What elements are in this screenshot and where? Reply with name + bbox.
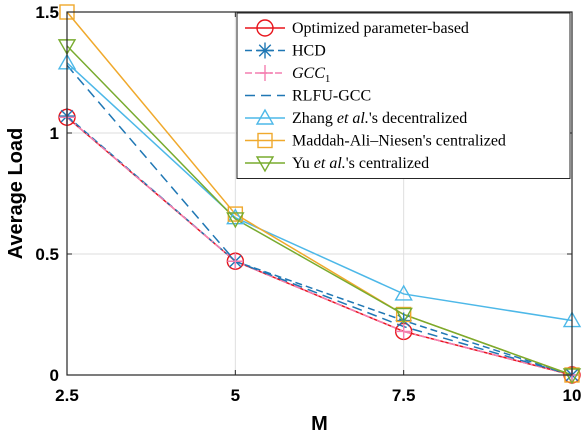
y-axis-label: Average Load (5, 128, 27, 260)
y-tick-label: 1 (50, 124, 59, 143)
y-tick-label: 1.5 (35, 3, 59, 22)
data-point-gcc1 (227, 253, 244, 270)
data-point-zhang-et-al-s-decentralized (394, 284, 413, 301)
x-tick-label: 2.5 (55, 386, 79, 405)
legend: Optimized parameter-based HCD GCC1 RLFU-GCC… (236, 12, 571, 179)
legend-marker (255, 156, 275, 173)
x-tick-label: 5 (231, 386, 240, 405)
data-point-gcc1 (395, 323, 412, 340)
series-line-gcc1 (66, 116, 573, 376)
legend-marker (256, 19, 274, 37)
legend-label: Maddah-Ali–Niesen's centralized (292, 133, 506, 150)
legend-label: RLFU-GCC (292, 88, 371, 105)
legend-label: Yu et al.'s centralized (292, 155, 429, 172)
legend-label: Optimized parameter-based (292, 20, 469, 37)
y-tick-label: 0 (50, 366, 59, 385)
x-axis-label: M (311, 413, 328, 435)
y-tick-label: 0.5 (35, 245, 59, 264)
legend-marker (255, 108, 275, 125)
series-line-zhang-et-al-s-decentralized (66, 62, 573, 322)
tick-layer: 2.5 5 7.5 10 0 0.5 1 1.5 (35, 3, 581, 405)
data-point-zhang-et-al-s-decentralized (226, 208, 245, 225)
series-layer (66, 11, 573, 376)
x-tick-label: 10 (563, 386, 582, 405)
x-tick-label: 7.5 (392, 386, 416, 405)
data-point-yu-et-al-s-centralized (226, 212, 245, 229)
series-line-rlfu-gcc (66, 64, 573, 376)
legend-marker (257, 65, 273, 81)
legend-label: HCD (292, 43, 326, 60)
legend-box (236, 12, 571, 179)
legend-label: GCC1 (292, 65, 330, 85)
data-point-hcd (395, 312, 412, 329)
data-point-yu-et-al-s-centralized (394, 307, 413, 324)
plot-frame (66, 11, 573, 376)
legend-marker (257, 132, 273, 149)
legend-label: Zhang et al.'s decentralized (292, 110, 467, 127)
series-line-yu-et-al-s-centralized (66, 45, 573, 376)
legend-marker (257, 42, 273, 59)
